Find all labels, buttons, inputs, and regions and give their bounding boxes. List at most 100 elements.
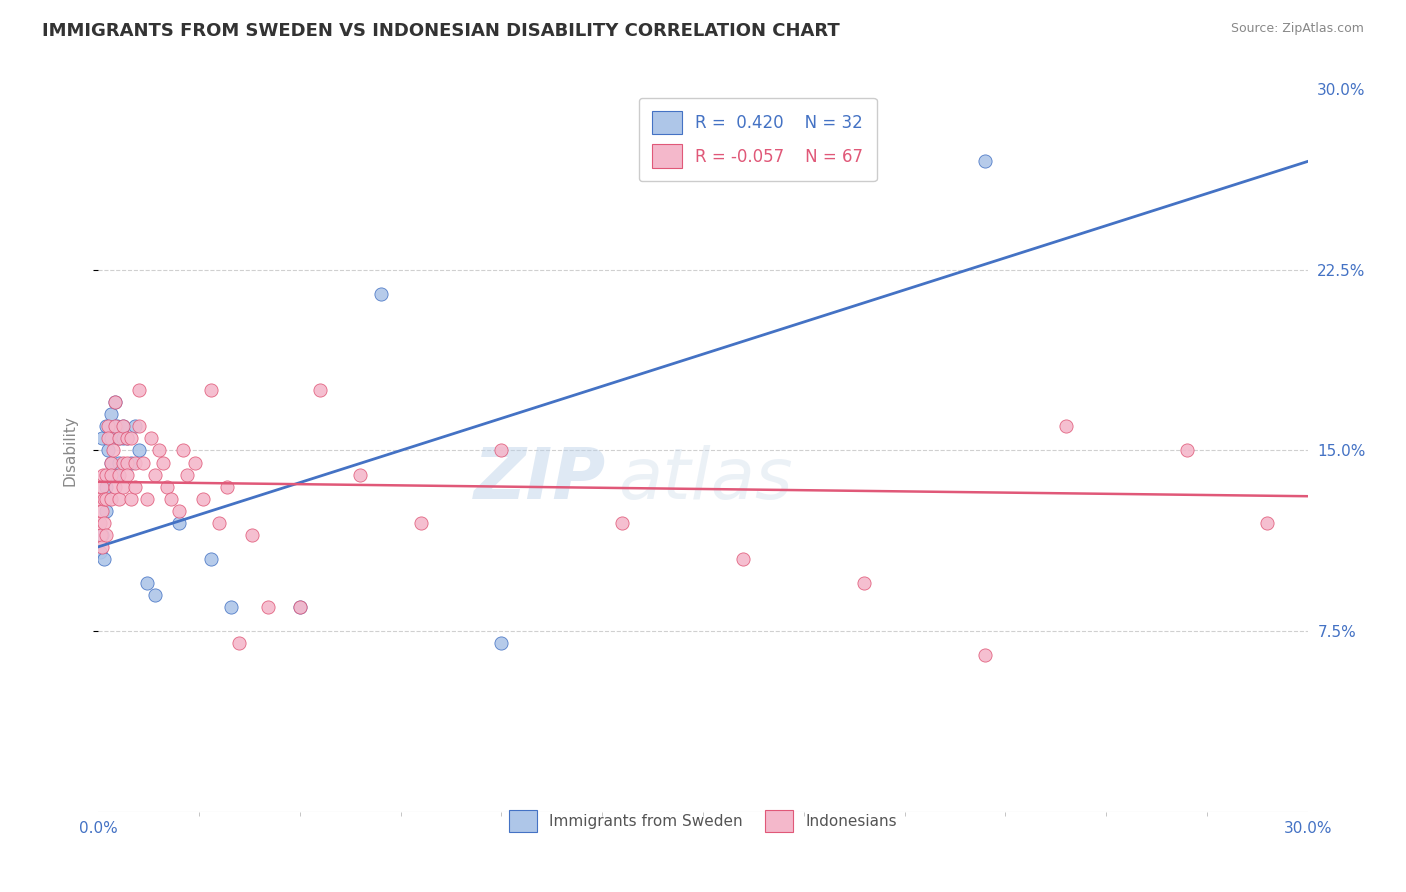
Point xyxy=(160,491,183,506)
Point xyxy=(1054,419,1077,434)
Point xyxy=(97,431,120,445)
Point xyxy=(91,503,114,517)
Point xyxy=(217,480,239,494)
Point xyxy=(105,419,128,434)
Point xyxy=(91,431,114,445)
Point xyxy=(1256,516,1278,530)
Y-axis label: Disability: Disability xyxy=(63,415,77,486)
Point xyxy=(172,443,194,458)
Point xyxy=(103,419,125,434)
Point xyxy=(256,599,278,614)
Point xyxy=(120,431,142,445)
Point xyxy=(221,599,243,614)
Point xyxy=(89,516,111,530)
Point xyxy=(200,384,222,398)
Point xyxy=(974,154,997,169)
Point xyxy=(100,431,122,445)
Point xyxy=(853,576,876,591)
Point xyxy=(491,636,513,650)
Point xyxy=(167,516,190,530)
Point xyxy=(96,503,118,517)
Point xyxy=(100,455,122,469)
Point xyxy=(148,443,170,458)
Point xyxy=(96,527,118,541)
Point xyxy=(107,491,129,506)
Legend: Immigrants from Sweden, Indonesians: Immigrants from Sweden, Indonesians xyxy=(496,797,910,844)
Point xyxy=(288,599,311,614)
Point xyxy=(100,467,122,482)
Point xyxy=(120,491,142,506)
Point xyxy=(491,443,513,458)
Point xyxy=(91,527,114,541)
Text: IMMIGRANTS FROM SWEDEN VS INDONESIAN DISABILITY CORRELATION CHART: IMMIGRANTS FROM SWEDEN VS INDONESIAN DIS… xyxy=(42,22,839,40)
Point xyxy=(111,480,134,494)
Point xyxy=(115,431,138,445)
Point xyxy=(132,455,155,469)
Point xyxy=(124,480,146,494)
Point xyxy=(208,516,231,530)
Point xyxy=(97,419,120,434)
Point xyxy=(115,467,138,482)
Point xyxy=(124,419,146,434)
Point xyxy=(135,491,157,506)
Point xyxy=(93,516,115,530)
Point xyxy=(128,443,150,458)
Point xyxy=(370,286,392,301)
Point xyxy=(974,648,997,662)
Point xyxy=(93,551,115,566)
Point xyxy=(409,516,432,530)
Point xyxy=(96,480,118,494)
Point xyxy=(156,480,179,494)
Point xyxy=(612,516,634,530)
Point xyxy=(107,455,129,469)
Point xyxy=(143,467,166,482)
Point xyxy=(115,431,138,445)
Point xyxy=(107,431,129,445)
Text: ZIP: ZIP xyxy=(474,445,606,514)
Point xyxy=(103,467,125,482)
Point xyxy=(111,419,134,434)
Point xyxy=(93,491,115,506)
Point xyxy=(100,407,122,421)
Point xyxy=(103,395,125,409)
Point xyxy=(100,455,122,469)
Point xyxy=(101,443,124,458)
Point xyxy=(228,636,250,650)
Point xyxy=(135,576,157,591)
Point xyxy=(152,455,174,469)
Point xyxy=(103,480,125,494)
Point xyxy=(167,503,190,517)
Point xyxy=(103,395,125,409)
Point xyxy=(90,527,112,541)
Point xyxy=(349,467,371,482)
Point xyxy=(692,130,714,145)
Point xyxy=(288,599,311,614)
Point xyxy=(89,491,111,506)
Point xyxy=(309,384,332,398)
Text: Source: ZipAtlas.com: Source: ZipAtlas.com xyxy=(1230,22,1364,36)
Point xyxy=(143,588,166,602)
Point xyxy=(111,431,134,445)
Point xyxy=(91,467,114,482)
Point xyxy=(91,540,114,554)
Point xyxy=(184,455,207,469)
Point xyxy=(100,491,122,506)
Point xyxy=(176,467,198,482)
Point xyxy=(124,455,146,469)
Point xyxy=(111,455,134,469)
Point xyxy=(128,419,150,434)
Point xyxy=(193,491,215,506)
Point xyxy=(128,384,150,398)
Point xyxy=(97,443,120,458)
Point xyxy=(120,455,142,469)
Point xyxy=(733,551,755,566)
Point xyxy=(96,419,118,434)
Point xyxy=(1175,443,1198,458)
Point xyxy=(89,544,111,558)
Point xyxy=(91,480,114,494)
Point xyxy=(115,455,138,469)
Point xyxy=(107,431,129,445)
Point xyxy=(107,467,129,482)
Point xyxy=(96,467,118,482)
Point xyxy=(96,491,118,506)
